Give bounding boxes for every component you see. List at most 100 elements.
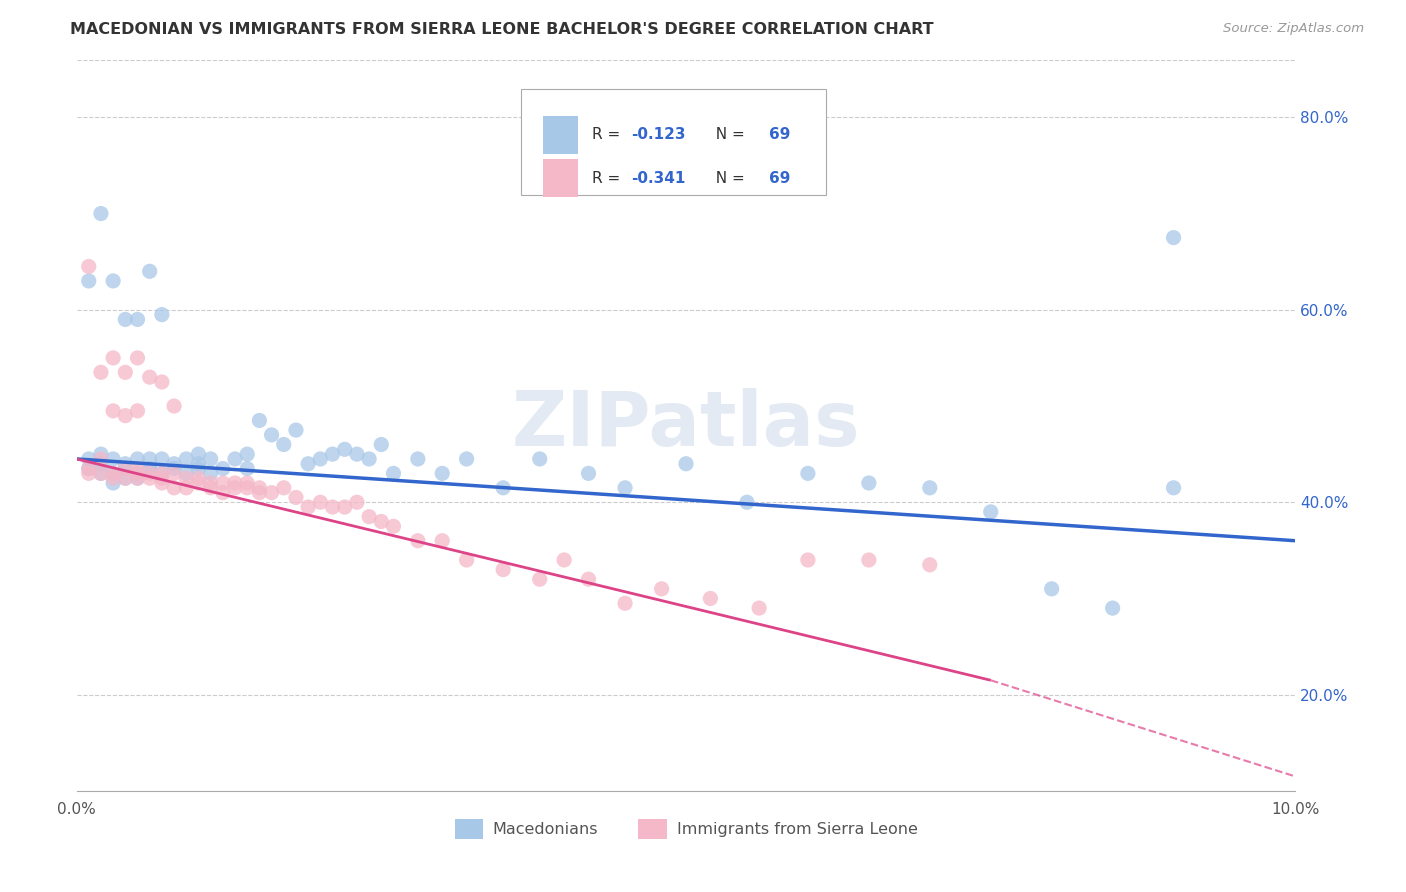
Text: -0.123: -0.123	[631, 128, 686, 143]
Point	[127, 461, 149, 475]
Point	[260, 485, 283, 500]
Point	[797, 467, 820, 481]
Point	[114, 471, 136, 485]
Point	[333, 500, 356, 514]
Point	[114, 312, 136, 326]
Point	[200, 475, 222, 490]
Point	[187, 471, 209, 485]
Point	[236, 461, 259, 475]
Point	[114, 409, 136, 423]
Point	[138, 264, 160, 278]
Point	[127, 467, 149, 481]
Point	[101, 452, 124, 467]
Point	[90, 452, 112, 467]
Point	[1040, 582, 1063, 596]
Point	[90, 365, 112, 379]
Point	[651, 582, 673, 596]
Point	[77, 274, 100, 288]
Point	[309, 452, 332, 467]
Point	[127, 471, 149, 485]
Point	[127, 312, 149, 326]
Point	[127, 452, 149, 467]
Point	[918, 481, 941, 495]
Point	[236, 481, 259, 495]
Point	[529, 452, 551, 467]
Point	[101, 467, 124, 481]
Point	[748, 601, 770, 615]
Point	[797, 553, 820, 567]
Point	[675, 457, 697, 471]
Point	[150, 452, 173, 467]
Point	[578, 467, 600, 481]
Text: R =: R =	[592, 171, 626, 186]
Point	[247, 413, 270, 427]
Point	[284, 491, 307, 505]
Point	[101, 351, 124, 365]
Point	[77, 461, 100, 475]
Point	[127, 404, 149, 418]
Point	[322, 447, 344, 461]
Point	[187, 447, 209, 461]
Point	[309, 495, 332, 509]
Point	[370, 437, 392, 451]
Point	[614, 596, 637, 610]
Text: R =: R =	[592, 128, 626, 143]
Point	[114, 471, 136, 485]
Point	[224, 481, 246, 495]
Point	[90, 206, 112, 220]
Text: 69: 69	[769, 128, 790, 143]
Point	[432, 533, 454, 548]
Point	[359, 509, 381, 524]
Point	[260, 428, 283, 442]
Point	[211, 475, 233, 490]
Point	[553, 553, 575, 567]
Point	[578, 572, 600, 586]
Point	[138, 370, 160, 384]
Point	[211, 485, 233, 500]
Point	[127, 467, 149, 481]
Point	[174, 467, 197, 481]
Point	[236, 447, 259, 461]
Point	[918, 558, 941, 572]
Point	[127, 471, 149, 485]
Point	[735, 495, 758, 509]
Point	[529, 572, 551, 586]
Point	[187, 457, 209, 471]
Point	[90, 467, 112, 481]
FancyBboxPatch shape	[522, 89, 827, 194]
Text: Source: ZipAtlas.com: Source: ZipAtlas.com	[1223, 22, 1364, 36]
Point	[163, 481, 186, 495]
Text: -0.341: -0.341	[631, 171, 686, 186]
Point	[284, 423, 307, 437]
Point	[211, 461, 233, 475]
Point	[980, 505, 1002, 519]
Point	[77, 260, 100, 274]
Point	[699, 591, 721, 606]
Point	[297, 457, 319, 471]
Point	[150, 475, 173, 490]
Point	[492, 481, 515, 495]
Point	[77, 461, 100, 475]
FancyBboxPatch shape	[543, 116, 578, 154]
Point	[163, 461, 186, 475]
Point	[224, 452, 246, 467]
Point	[114, 461, 136, 475]
Point	[90, 457, 112, 471]
Text: N =: N =	[706, 128, 749, 143]
Point	[90, 447, 112, 461]
Point	[138, 471, 160, 485]
Point	[150, 471, 173, 485]
Point	[150, 467, 173, 481]
Point	[150, 375, 173, 389]
Point	[333, 442, 356, 457]
Point	[273, 437, 295, 451]
Point	[492, 563, 515, 577]
Point	[1101, 601, 1123, 615]
Point	[1163, 481, 1185, 495]
Point	[101, 471, 124, 485]
Point	[382, 519, 405, 533]
Point	[101, 467, 124, 481]
Point	[77, 452, 100, 467]
Point	[456, 553, 478, 567]
Point	[90, 467, 112, 481]
